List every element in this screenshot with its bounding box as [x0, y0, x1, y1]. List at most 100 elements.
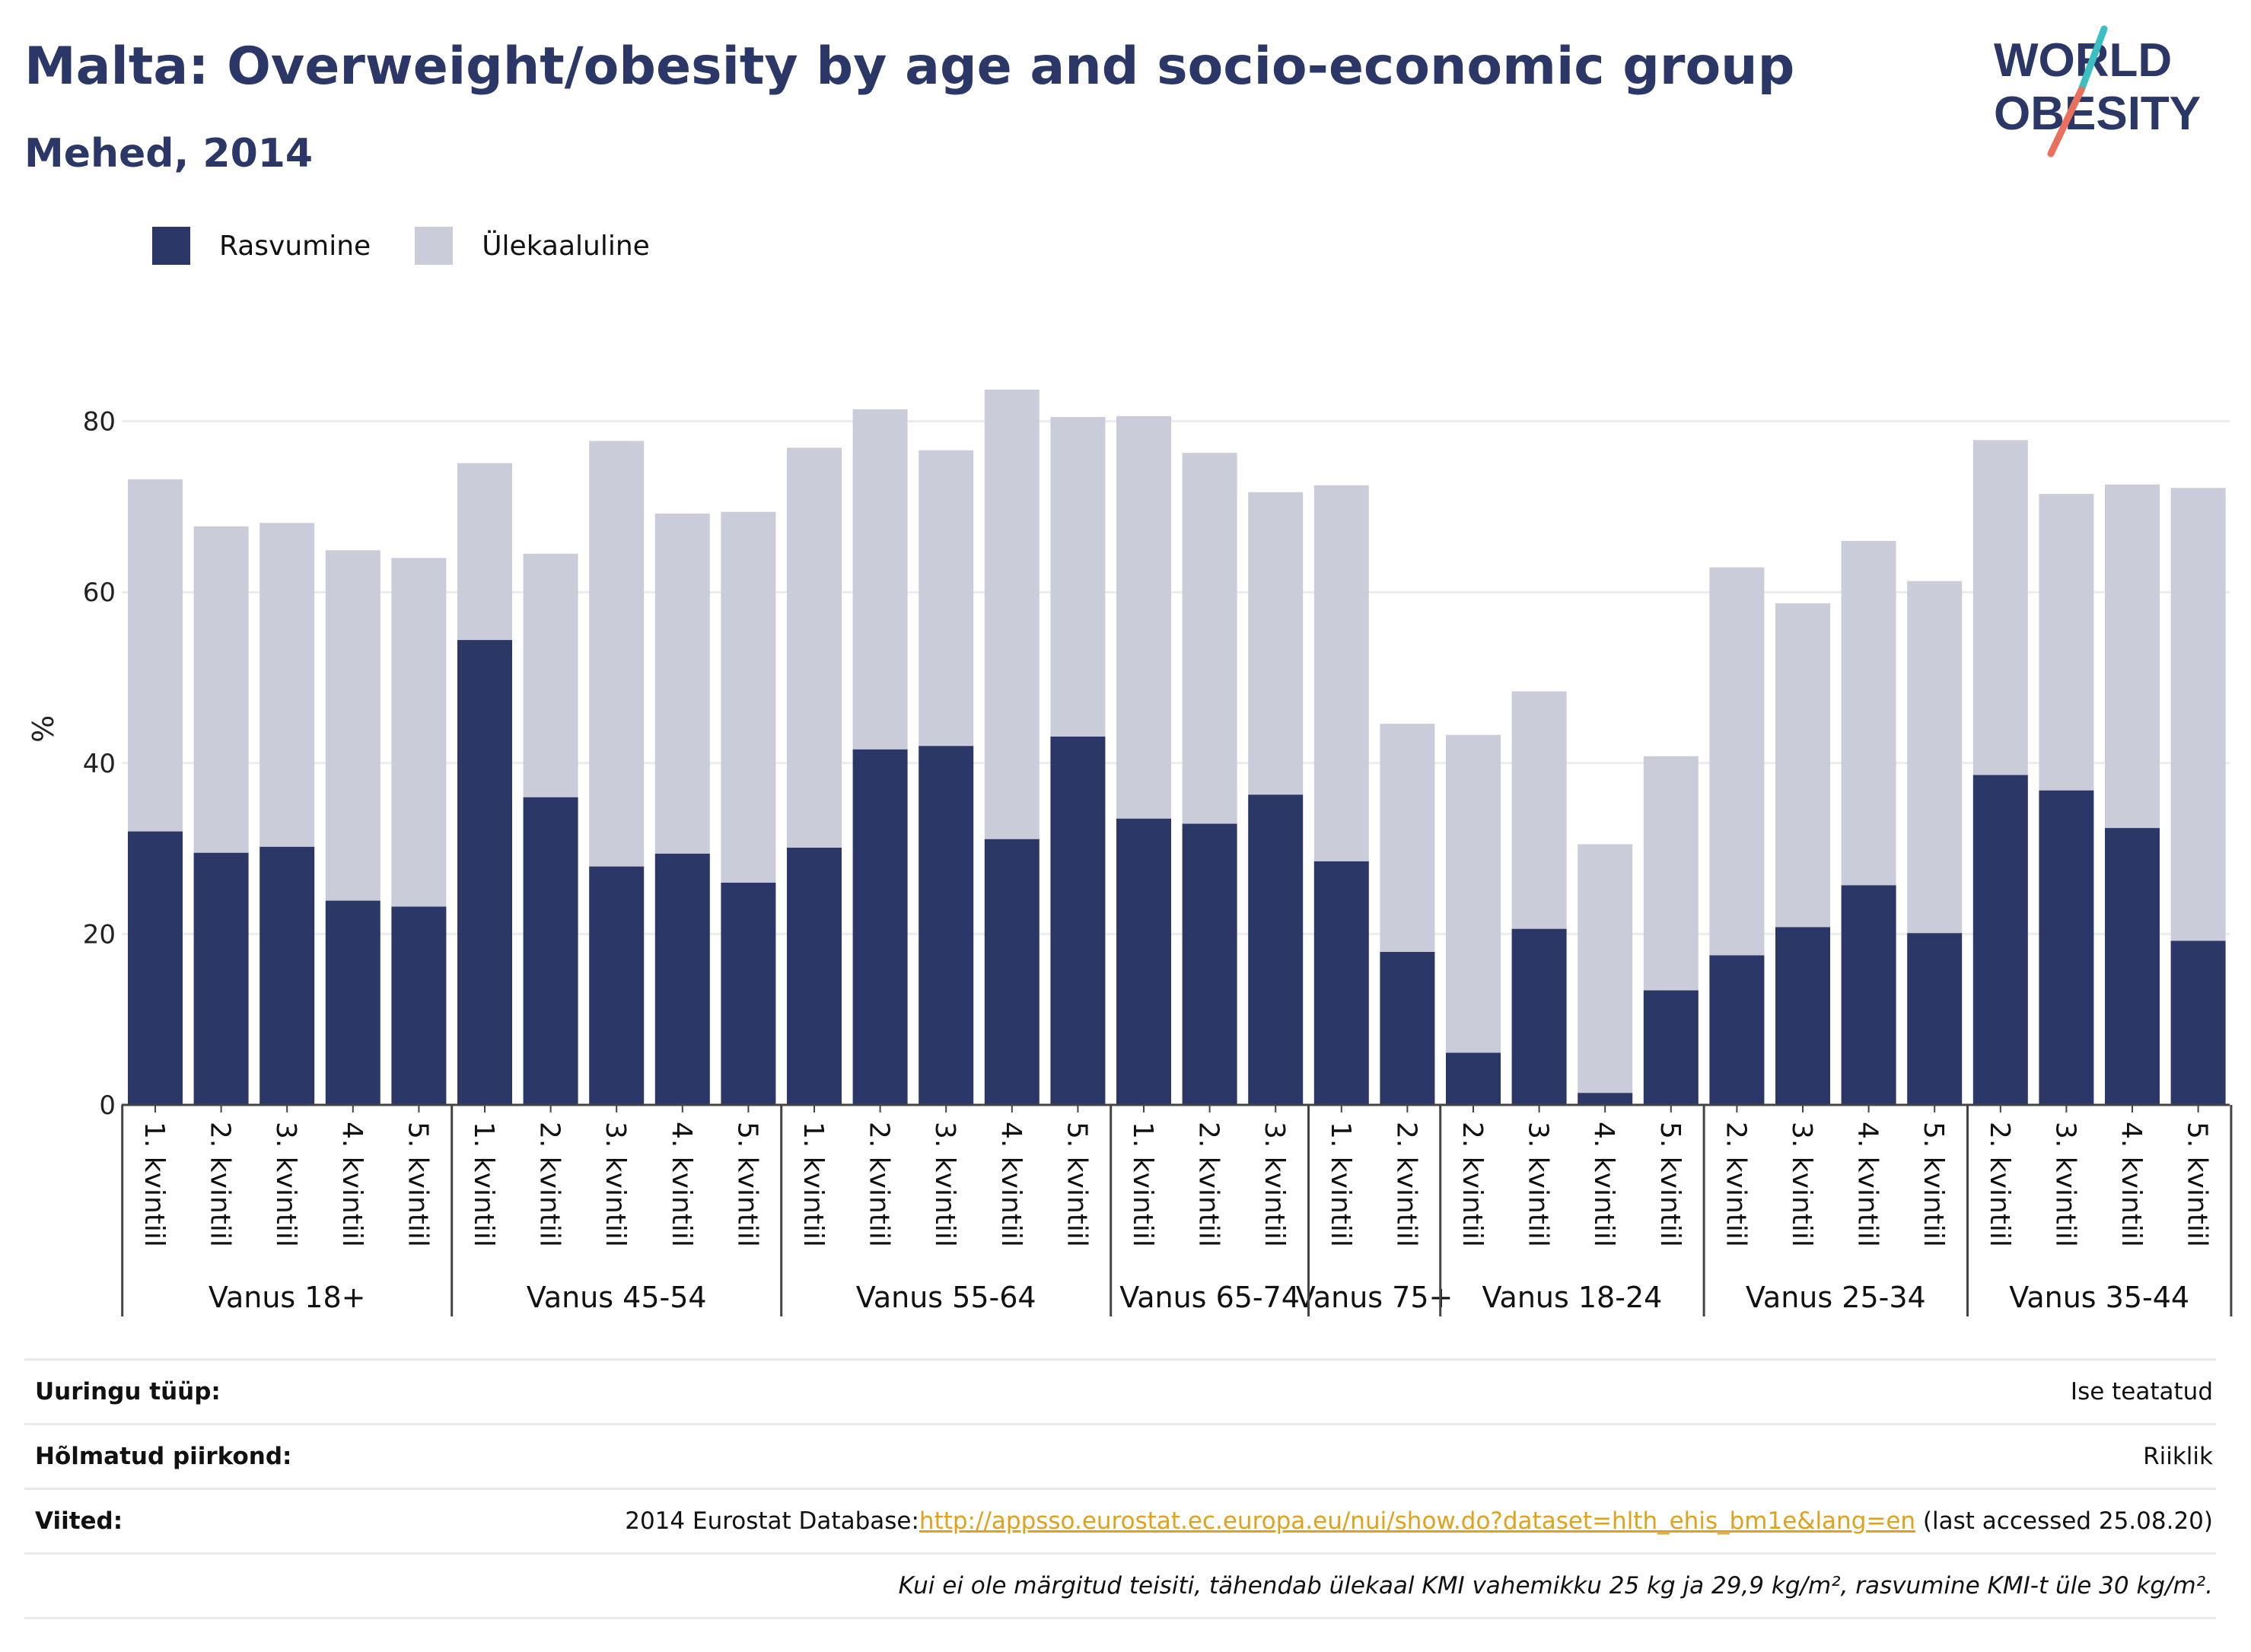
- info-row-survey-type: Uuringu tüüp: Ise teatatud: [24, 1358, 2216, 1423]
- category-label: 5. kvintiil: [2182, 1122, 2213, 1247]
- info-row-references: Viited: 2014 Eurostat Database:http://ap…: [24, 1488, 2216, 1552]
- references-value: 2014 Eurostat Database:http://appsso.eur…: [625, 1507, 2216, 1535]
- bar-segment-overweight: [2105, 484, 2160, 829]
- bar-segment-overweight: [523, 553, 578, 797]
- bar-segment-obese: [259, 846, 315, 1105]
- bar-segment-overweight: [259, 523, 315, 847]
- category-label: 4. kvintiil: [995, 1122, 1027, 1247]
- bar-segment-obese: [1578, 1093, 1633, 1105]
- legend-item-obese[interactable]: Rasvumine: [152, 227, 371, 265]
- stacked-bar-chart: 0 20 40 60 80% 1. kvintiil 2. kvintiil 3. kvint…: [27, 390, 2233, 1316]
- logo-line-obesity: OBESITY: [1994, 88, 2201, 140]
- bar-segment-overweight: [1643, 756, 1699, 991]
- y-tick-label: 40: [83, 749, 116, 779]
- bar-segment-obese: [523, 797, 578, 1105]
- bar-segment-obese: [1446, 1052, 1501, 1105]
- bar-segment-obese: [1972, 775, 2028, 1105]
- coverage-label: Hõlmatud piirkond:: [35, 1443, 292, 1470]
- bar-segment-obese: [1907, 933, 1963, 1105]
- bar-segment-obese: [2105, 828, 2160, 1105]
- bar-segment-obese: [2039, 790, 2094, 1105]
- coverage-value: Riiklik: [2143, 1443, 2213, 1470]
- survey-type-label: Uuringu tüüp:: [35, 1378, 221, 1405]
- bar-segment-overweight: [1511, 691, 1567, 929]
- bar-segment-obese: [1709, 955, 1765, 1105]
- chart-title: Malta: Overweight/obesity by age and soc…: [24, 37, 1795, 97]
- y-tick-label: 0: [99, 1090, 116, 1121]
- bar-segment-overweight: [1972, 440, 2028, 775]
- bar-segment-obese: [919, 746, 974, 1105]
- group-label: Vanus 35-44: [2009, 1281, 2189, 1314]
- bar-segment-overweight: [128, 479, 183, 832]
- category-label: 2. kvintiil: [534, 1122, 565, 1247]
- category-label: 3. kvintiil: [270, 1122, 301, 1247]
- bar-segment-obese: [1775, 927, 1830, 1105]
- category-label: 2. kvintiil: [1457, 1122, 1488, 1247]
- y-axis-label: %: [27, 715, 60, 743]
- bar-segment-obese: [589, 866, 645, 1105]
- survey-type-value: Ise teatatud: [2070, 1378, 2213, 1405]
- bar-segment-overweight: [1841, 540, 1896, 886]
- bar-segment-overweight: [325, 550, 380, 901]
- bar-segment-obese: [984, 839, 1040, 1105]
- group-label: Vanus 55-64: [856, 1281, 1036, 1314]
- category-label: 5. kvintiil: [1061, 1122, 1092, 1247]
- group-label: Vanus 18-24: [1482, 1281, 1663, 1314]
- category-label: 3. kvintiil: [600, 1122, 631, 1247]
- info-table: Uuringu tüüp: Ise teatatud Hõlmatud piir…: [24, 1358, 2216, 1619]
- bar-segment-obese: [1182, 823, 1237, 1105]
- bar-segment-obese: [654, 853, 710, 1105]
- bar-segment-overweight: [2170, 488, 2226, 941]
- bar-segment-overweight: [721, 511, 776, 883]
- group-label: Vanus 65-74: [1119, 1281, 1300, 1314]
- bar-segment-obese: [325, 900, 380, 1105]
- references-prefix: 2014 Eurostat Database:: [625, 1507, 919, 1535]
- bar-segment-overweight: [1313, 485, 1369, 861]
- category-label: 4. kvintiil: [2116, 1122, 2147, 1247]
- bar-segment-overweight: [391, 558, 447, 907]
- category-label: 4. kvintiil: [336, 1122, 368, 1247]
- category-label: 1. kvintiil: [798, 1122, 829, 1247]
- legend-swatch-obese: [152, 227, 190, 265]
- bar-segment-overweight: [2039, 494, 2094, 791]
- category-label: 5. kvintiil: [402, 1122, 433, 1247]
- bar-segment-obese: [457, 640, 512, 1105]
- category-label: 2. kvintiil: [205, 1122, 236, 1247]
- category-label: 2. kvintiil: [1720, 1122, 1751, 1247]
- logo-slash-coral: [2047, 86, 2085, 158]
- category-label: 3. kvintiil: [929, 1122, 960, 1247]
- references-link[interactable]: http://appsso.eurostat.ec.europa.eu/nui/…: [919, 1507, 1916, 1535]
- bar-segment-overweight: [589, 441, 645, 867]
- bar-segment-obese: [1511, 928, 1567, 1105]
- bar-segment-obese: [1050, 736, 1106, 1105]
- bar-segment-overweight: [1709, 567, 1765, 956]
- references-suffix: (last accessed 25.08.20): [1915, 1507, 2213, 1535]
- bar-segment-overweight: [457, 463, 512, 641]
- bar-segment-overweight: [1050, 416, 1106, 737]
- category-label: 4. kvintiil: [1588, 1122, 1619, 1247]
- category-label: 5. kvintiil: [731, 1122, 763, 1247]
- y-tick-label: 20: [83, 919, 116, 950]
- bar-segment-obese: [1116, 818, 1171, 1105]
- chart-subtitle: Mehed, 2014: [24, 131, 314, 177]
- info-row-note: Kui ei ole märgitud teisiti, tähendab ül…: [24, 1552, 2216, 1619]
- bar-segment-obese: [193, 852, 249, 1105]
- bar-segment-overweight: [193, 526, 249, 853]
- bar-segment-obese: [1248, 794, 1304, 1105]
- bar-segment-obese: [721, 883, 776, 1105]
- info-row-coverage: Hõlmatud piirkond: Riiklik: [24, 1423, 2216, 1488]
- group-label: Vanus 45-54: [527, 1281, 707, 1314]
- category-label: 5. kvintiil: [1918, 1122, 1949, 1247]
- chart-legend: Rasvumine Ülekaaluline: [152, 227, 694, 265]
- category-label: 2. kvintiil: [864, 1122, 895, 1247]
- references-label: Viited:: [35, 1507, 123, 1535]
- bar-segment-overweight: [1380, 724, 1435, 952]
- legend-swatch-overweight: [415, 227, 454, 265]
- bar-segment-overweight: [984, 390, 1040, 839]
- legend-item-overweight[interactable]: Ülekaaluline: [415, 227, 650, 265]
- bar-segment-overweight: [919, 450, 974, 746]
- bar-segment-overweight: [654, 513, 710, 854]
- category-label: 1. kvintiil: [1325, 1122, 1356, 1247]
- category-label: 3. kvintiil: [1786, 1122, 1817, 1247]
- bar-segment-overweight: [1182, 453, 1237, 824]
